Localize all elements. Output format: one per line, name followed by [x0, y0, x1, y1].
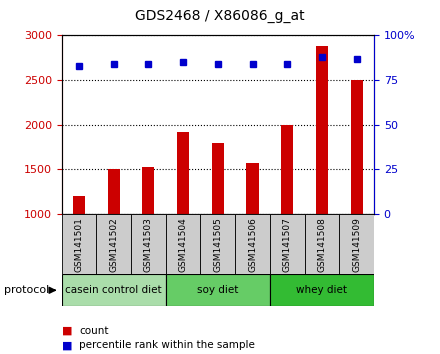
- Text: ■: ■: [62, 340, 72, 350]
- Bar: [246, 163, 259, 214]
- Text: GSM141503: GSM141503: [144, 217, 153, 272]
- Bar: [339, 214, 374, 274]
- Bar: [177, 132, 189, 214]
- Bar: [131, 214, 166, 274]
- Bar: [166, 214, 201, 274]
- Text: GSM141502: GSM141502: [109, 217, 118, 272]
- Text: GSM141507: GSM141507: [283, 217, 292, 272]
- Bar: [166, 274, 270, 306]
- Bar: [270, 214, 304, 274]
- Text: GSM141509: GSM141509: [352, 217, 361, 272]
- Bar: [142, 167, 154, 214]
- Bar: [212, 143, 224, 214]
- Bar: [73, 196, 85, 214]
- Text: soy diet: soy diet: [197, 285, 238, 295]
- Bar: [304, 214, 339, 274]
- Bar: [235, 214, 270, 274]
- Text: GSM141504: GSM141504: [179, 217, 187, 272]
- Bar: [351, 80, 363, 214]
- Bar: [316, 46, 328, 214]
- Text: GSM141505: GSM141505: [213, 217, 222, 272]
- Text: GDS2468 / X86086_g_at: GDS2468 / X86086_g_at: [135, 9, 305, 23]
- Bar: [108, 170, 120, 214]
- Text: GSM141508: GSM141508: [317, 217, 326, 272]
- Text: protocol: protocol: [4, 285, 50, 295]
- Bar: [62, 274, 166, 306]
- Text: ■: ■: [62, 326, 72, 336]
- Bar: [62, 214, 96, 274]
- Bar: [270, 274, 374, 306]
- Text: count: count: [79, 326, 109, 336]
- Bar: [281, 125, 293, 214]
- Bar: [201, 214, 235, 274]
- Text: casein control diet: casein control diet: [66, 285, 162, 295]
- Bar: [96, 214, 131, 274]
- Text: whey diet: whey diet: [297, 285, 348, 295]
- Text: GSM141506: GSM141506: [248, 217, 257, 272]
- Text: GSM141501: GSM141501: [74, 217, 84, 272]
- Text: percentile rank within the sample: percentile rank within the sample: [79, 340, 255, 350]
